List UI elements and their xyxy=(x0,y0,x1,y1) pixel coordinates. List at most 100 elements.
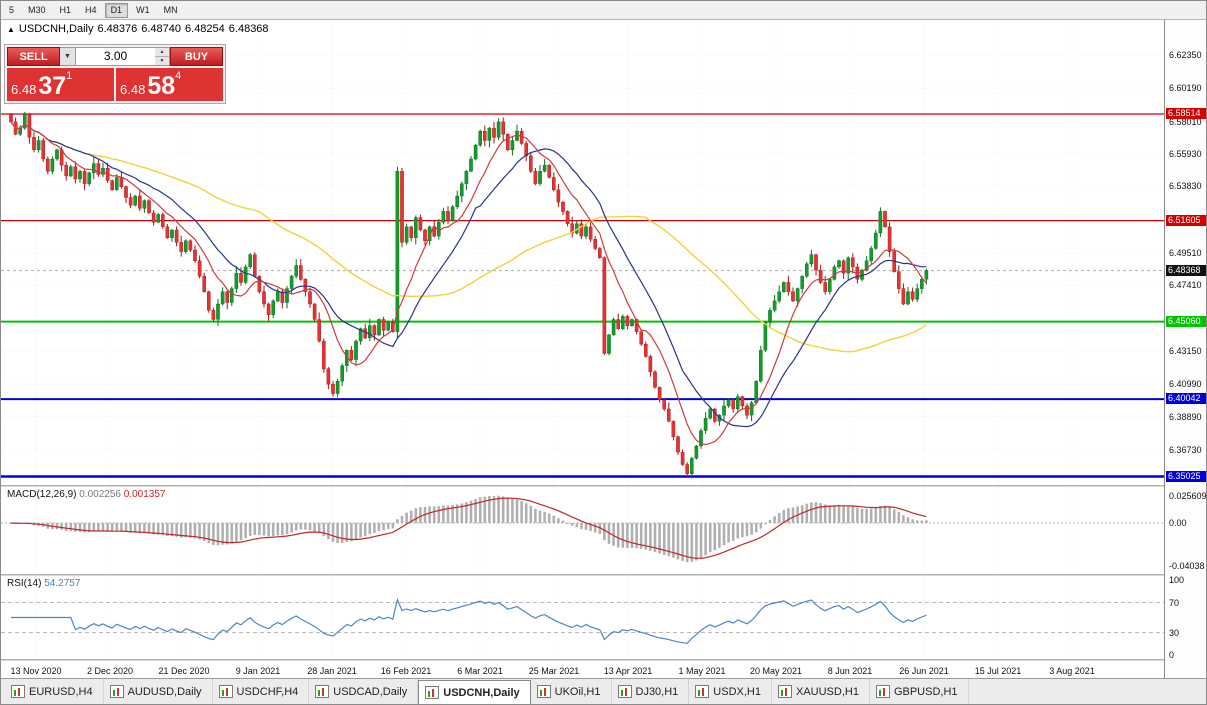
macd-main-value: 0.002256 xyxy=(79,489,121,500)
ohlc-close: 6.48368 xyxy=(228,23,269,35)
tab-label: GBPUSD,H1 xyxy=(893,685,958,698)
date-label: 6 Mar 2021 xyxy=(457,666,503,676)
rsi-label: RSI(14) 54.2757 xyxy=(7,578,80,589)
buy-button[interactable]: BUY xyxy=(170,47,223,66)
sell-price-pipette: 1 xyxy=(66,70,73,82)
date-label: 21 Dec 2020 xyxy=(158,666,210,676)
price-tick-label: 6.58010 xyxy=(1169,116,1202,127)
date-label: 25 Mar 2021 xyxy=(528,666,580,676)
pane-divider[interactable] xyxy=(1,574,1206,576)
rsi-pane[interactable]: RSI(14) 54.2757 xyxy=(1,576,1164,659)
tf-button-w1[interactable]: W1 xyxy=(136,4,150,15)
tab-label: USDCHF,H4 xyxy=(236,685,299,698)
tab-gbpusd-h1[interactable]: GBPUSD,H1 xyxy=(870,679,969,704)
chart-icon xyxy=(536,685,551,698)
volume-input[interactable]: 3.00 xyxy=(76,47,155,66)
rsi-name: RSI(14) xyxy=(7,578,42,589)
sell-button[interactable]: SELL xyxy=(7,47,60,66)
tab-label: EURUSD,H4 xyxy=(29,685,93,698)
tab-label: UKOil,H1 xyxy=(554,685,601,698)
tf-button-m5[interactable]: 5 xyxy=(9,4,15,15)
price-line-tag: 6.51605 xyxy=(1166,214,1206,226)
price-line-tag: 6.35025 xyxy=(1166,470,1206,482)
price-tick-label: 6.38890 xyxy=(1169,411,1202,422)
symbol-marker-icon: ▲ xyxy=(7,25,15,34)
chart-tab-bar: EURUSD,H4 AUDUSD,Daily USDCHF,H4 USDCAD,… xyxy=(1,678,1206,704)
tab-eurusd-h4[interactable]: EURUSD,H4 xyxy=(5,679,104,704)
tab-dj30-h1[interactable]: DJ30,H1 xyxy=(612,679,690,704)
price-tick-label: 6.60190 xyxy=(1169,83,1202,94)
date-label: 20 May 2021 xyxy=(749,666,803,676)
chart-icon xyxy=(695,685,710,698)
chart-window: ▲ USDCNH,Daily 6.48376 6.48740 6.48254 6.4836… xyxy=(1,19,1207,682)
ohlc-open: 6.48376 xyxy=(97,23,138,35)
macd-chart[interactable] xyxy=(1,487,1164,574)
pane-divider[interactable] xyxy=(1,659,1206,661)
tab-usdcad-daily[interactable]: USDCAD,Daily xyxy=(309,679,419,704)
date-label: 1 May 2021 xyxy=(678,666,726,676)
chart-icon xyxy=(617,685,632,698)
tab-label: USDCNH,Daily xyxy=(443,686,520,699)
macd-signal-value: 0.001357 xyxy=(123,489,166,500)
timeframe-toolbar: 5 M30 H1 H4 D1 W1 MN xyxy=(1,1,1206,20)
macd-tick-label: 0.025609 xyxy=(1169,491,1207,502)
one-click-trading-panel: SELL ▼ 3.00 ▲ ▼ BUY 6.48 37 1 xyxy=(4,44,226,104)
tab-usdcnh-daily[interactable]: USDCNH,Daily xyxy=(418,680,531,704)
sell-price-display[interactable]: 6.48 37 1 xyxy=(7,68,114,101)
chart-icon xyxy=(777,685,792,698)
macd-pane[interactable]: MACD(12,26,9) 0.002256 0.001357 xyxy=(1,487,1164,574)
tab-ukoil-h1[interactable]: UKOil,H1 xyxy=(531,679,612,704)
chart-icon xyxy=(218,685,233,698)
date-label: 9 Jan 2021 xyxy=(235,666,281,676)
tf-button-mn[interactable]: MN xyxy=(163,4,178,15)
tab-label: XAUUSD,H1 xyxy=(795,685,859,698)
tf-button-h4[interactable]: H4 xyxy=(85,4,97,15)
pane-divider[interactable] xyxy=(1,485,1206,487)
tab-label: DJ30,H1 xyxy=(635,685,679,698)
rsi-chart[interactable] xyxy=(1,576,1164,659)
price-line-tag: 6.40042 xyxy=(1166,393,1206,405)
volume-decrease-button[interactable]: ▼ xyxy=(155,57,169,65)
tf-button-h1[interactable]: H1 xyxy=(59,4,72,15)
macd-name: MACD(12,26,9) xyxy=(7,489,77,500)
time-axis[interactable]: 13 Nov 2020 2 Dec 2020 21 Dec 2020 9 Jan 20… xyxy=(1,661,1164,682)
chevron-down-icon: ▼ xyxy=(64,53,71,60)
tab-usdchf-h4[interactable]: USDCHF,H4 xyxy=(213,679,310,704)
rsi-tick-label: 70 xyxy=(1169,597,1180,608)
price-tick-label: 6.47410 xyxy=(1169,280,1202,291)
price-tick-label: 6.43150 xyxy=(1169,346,1202,357)
date-label: 16 Feb 2021 xyxy=(380,666,432,676)
price-tick-label: 6.55930 xyxy=(1169,148,1202,159)
price-line-tag: 6.58514 xyxy=(1166,108,1206,119)
rsi-tick-label: 100 xyxy=(1169,575,1185,585)
macd-tick-label: 0.00 xyxy=(1169,518,1187,528)
chart-icon xyxy=(425,686,440,699)
buy-price-pipette: 4 xyxy=(175,70,182,82)
tab-xauusd-h1[interactable]: XAUUSD,H1 xyxy=(772,679,870,704)
ohlc-low: 6.48254 xyxy=(185,23,225,35)
chart-icon xyxy=(875,685,890,698)
tf-button-m30[interactable]: M30 xyxy=(28,4,46,15)
tab-audusd-daily[interactable]: AUDUSD,Daily xyxy=(104,679,213,704)
volume-dropdown-button[interactable]: ▼ xyxy=(60,47,76,66)
tab-usdx-h1[interactable]: USDX,H1 xyxy=(689,679,772,704)
tf-button-d1[interactable]: D1 xyxy=(104,2,129,18)
price-tick-label: 6.36730 xyxy=(1169,445,1202,456)
price-axis[interactable]: 6.62350 6.60190 6.58010 6.55930 6.53830 6.495… xyxy=(1164,20,1207,682)
price-pane[interactable]: ▲ USDCNH,Daily 6.48376 6.48740 6.48254 6.4836… xyxy=(1,20,1164,485)
date-label: 2 Dec 2020 xyxy=(86,666,134,676)
price-line-tag: 6.45060 xyxy=(1166,315,1206,327)
volume-increase-button[interactable]: ▲ xyxy=(155,48,169,57)
buy-price-big-digits: 58 xyxy=(147,72,176,100)
tab-label: USDCAD,Daily xyxy=(333,685,408,698)
date-label: 8 Jun 2021 xyxy=(827,666,873,676)
price-tick-label: 6.62350 xyxy=(1169,49,1202,60)
chart-icon xyxy=(315,685,330,698)
price-tick-label: 6.40990 xyxy=(1169,379,1202,390)
rsi-tick-label: 30 xyxy=(1169,627,1180,638)
date-label: 28 Jan 2021 xyxy=(307,666,357,676)
ohlc-high: 6.48740 xyxy=(141,23,182,35)
candlestick-chart[interactable] xyxy=(1,20,1164,485)
buy-price-display[interactable]: 6.48 58 4 xyxy=(116,68,223,101)
